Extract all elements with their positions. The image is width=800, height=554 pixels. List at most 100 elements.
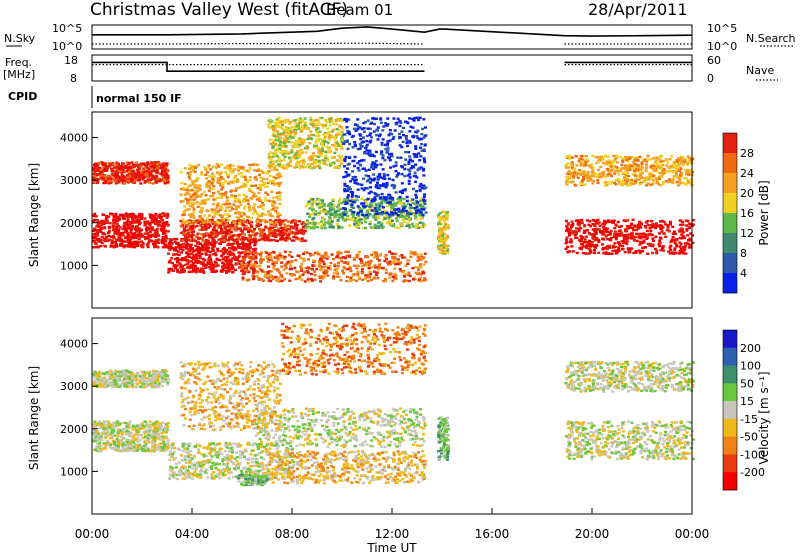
power-cell — [373, 226, 377, 229]
power-cell — [377, 226, 381, 229]
power-cell — [162, 165, 166, 168]
power-cell — [206, 243, 210, 246]
power-cell — [340, 162, 343, 165]
power-cell — [283, 120, 287, 124]
power-cell — [289, 264, 293, 267]
power-cell — [289, 120, 293, 124]
power-cell — [240, 266, 244, 269]
power-cell — [271, 226, 275, 229]
power-cell — [179, 219, 183, 223]
power-cell — [362, 121, 366, 125]
power-cell — [236, 234, 240, 237]
power-cell — [410, 164, 414, 168]
power-cell — [369, 139, 373, 142]
power-cell — [255, 198, 259, 201]
power-cell — [241, 258, 245, 261]
power-cell — [300, 267, 304, 270]
power-cell — [232, 221, 236, 224]
power-cell — [110, 170, 114, 173]
power-cell — [380, 141, 384, 145]
power-cell — [209, 168, 213, 171]
power-cell — [226, 243, 230, 247]
power-cell — [95, 166, 99, 169]
power-cell — [377, 206, 381, 209]
power-cell — [290, 141, 294, 144]
power-cell — [381, 199, 385, 202]
power-cell — [124, 164, 128, 168]
power-cell — [327, 146, 331, 149]
power-cell — [374, 185, 378, 189]
power-cell — [326, 127, 330, 130]
frequency-series — [92, 61, 692, 72]
power-cell — [231, 207, 235, 211]
power-cell — [192, 211, 196, 214]
power-cell — [358, 134, 362, 137]
power-cell — [96, 181, 100, 184]
power-cell — [259, 185, 263, 189]
power-cell — [265, 220, 269, 223]
power-cell — [423, 143, 427, 146]
power-cell — [398, 132, 401, 136]
power-cell — [223, 230, 226, 234]
power-cell — [207, 258, 211, 261]
power-cell — [374, 209, 378, 212]
power-cell — [407, 162, 411, 165]
power-cell — [446, 251, 450, 255]
power-cell — [388, 203, 392, 206]
power-cell — [612, 235, 616, 239]
power-cell — [163, 169, 167, 173]
power-cell — [191, 183, 195, 186]
power-cell — [336, 275, 340, 278]
power-cell — [336, 251, 340, 254]
power-cell — [189, 263, 193, 267]
power-cell — [321, 199, 324, 202]
power-cell — [330, 220, 334, 223]
power-cell — [349, 267, 352, 270]
power-cell — [360, 197, 364, 200]
power-cell — [302, 252, 305, 255]
power-cell — [444, 239, 448, 242]
power-cell — [269, 142, 273, 145]
power-cell — [245, 195, 249, 198]
power-cell — [340, 226, 344, 229]
power-cell — [280, 279, 284, 283]
power-cell — [333, 264, 337, 268]
power-cell — [318, 149, 322, 152]
power-cell — [293, 273, 296, 277]
power-cell — [372, 199, 376, 202]
power-cell — [395, 261, 398, 264]
power-cell — [201, 239, 205, 243]
power-cell — [182, 221, 185, 224]
power-cell — [235, 187, 238, 190]
power-cell — [342, 207, 345, 210]
power-cell — [309, 122, 313, 125]
power-cell — [382, 182, 385, 186]
power-cell — [219, 223, 223, 226]
power-cell — [300, 222, 304, 226]
power-cell — [225, 262, 229, 265]
power-cell — [315, 203, 319, 206]
power-cell — [391, 205, 395, 208]
power-cell — [606, 233, 610, 236]
power-cell — [232, 226, 236, 229]
power-cell — [177, 245, 181, 248]
power-cell — [139, 162, 143, 165]
power-cell — [151, 234, 155, 238]
power-cell — [117, 218, 121, 221]
power-cell — [635, 232, 639, 235]
power-cell — [420, 225, 424, 228]
power-cell — [144, 227, 148, 231]
power-cell — [296, 153, 300, 156]
power-cell — [122, 181, 126, 185]
power-cell — [317, 202, 321, 205]
power-cell — [153, 161, 157, 164]
freq-right-tick-bottom: 0 — [707, 72, 714, 85]
power-cell — [284, 226, 288, 229]
power-cell — [278, 254, 282, 257]
power-cell — [313, 273, 317, 277]
power-cell — [375, 163, 379, 167]
power-cell — [217, 210, 220, 213]
power-cell — [213, 229, 217, 232]
power-cell — [396, 260, 400, 263]
power-cell — [422, 157, 426, 160]
